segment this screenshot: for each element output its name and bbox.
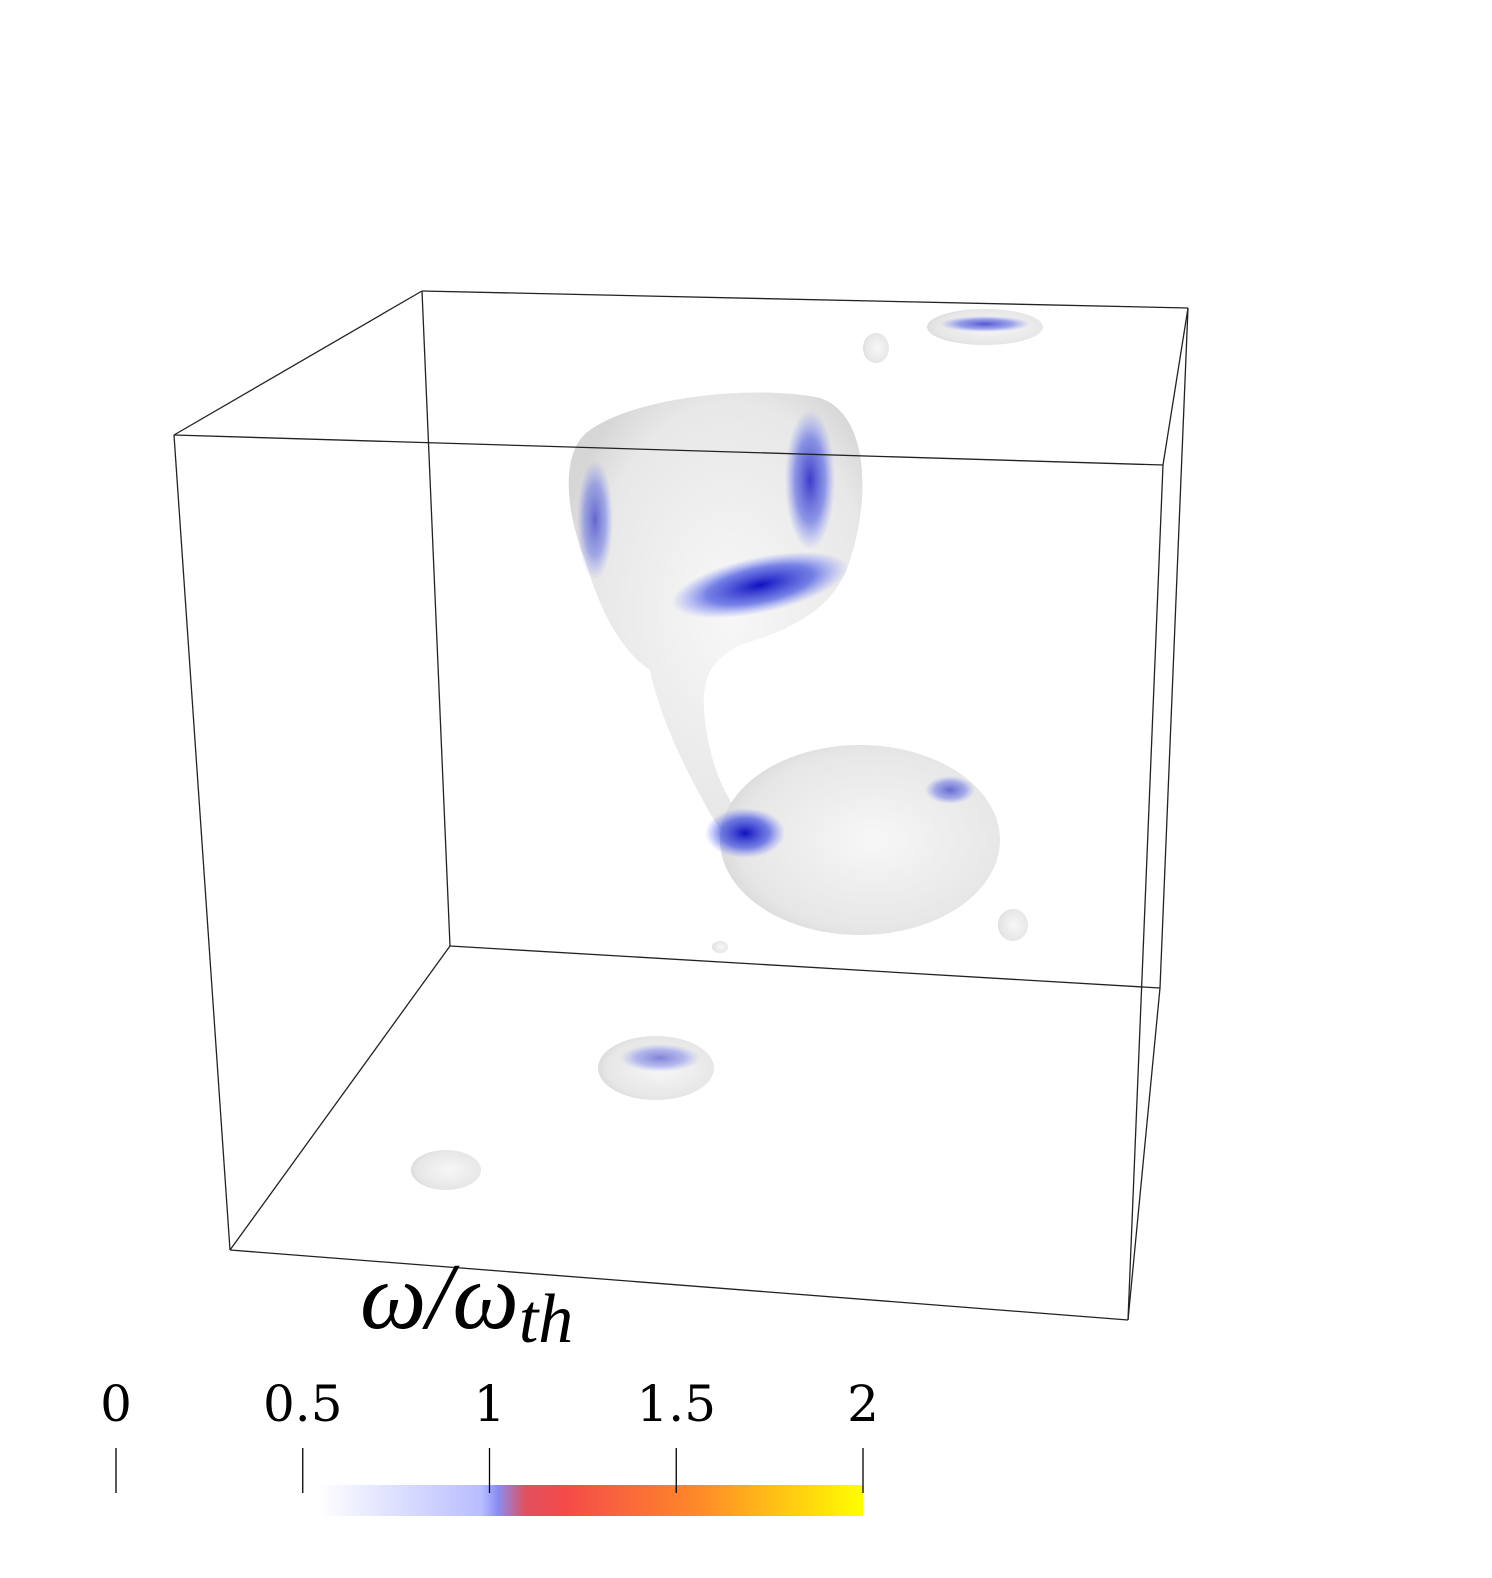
tick-label: 1 [474,1375,506,1433]
tick-label: 0.5 [263,1375,343,1433]
tick-label: 0 [100,1375,132,1433]
colorbar-ticks: 0 0.5 1 1.5 2 [100,1375,879,1493]
colorbar-label-main: ω/ω [360,1245,519,1349]
tick-label: 1.5 [636,1375,716,1433]
colorbar-label-subscript: th [519,1281,573,1358]
colorbar [318,1485,863,1516]
isosurfaces [411,309,1043,1190]
colorbar-label: ω/ωth [360,1245,573,1358]
box-front [173,307,1189,1321]
tick-label: 2 [847,1375,879,1433]
box-back [173,290,1189,1251]
